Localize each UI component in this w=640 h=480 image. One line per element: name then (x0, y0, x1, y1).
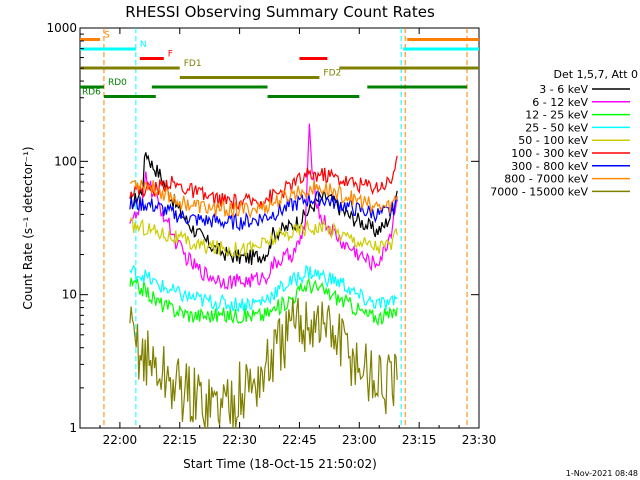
legend-label-7: 800 - 7000 keV (504, 173, 588, 186)
legend-label-8: 7000 - 15000 keV (490, 185, 588, 198)
series-line-6 (129, 189, 398, 232)
x-tick-label: 22:30 (222, 433, 257, 447)
chart-title: RHESSI Observing Summary Count Rates (125, 3, 435, 21)
flag-fd1-label: FD1 (184, 59, 202, 69)
x-tick-label: 22:15 (162, 433, 197, 447)
x-ticks: 22:00 22:15 22:30 22:45 23:00 23:15 23:30 (99, 28, 497, 447)
legend-label-3: 25 - 50 keV (525, 121, 588, 134)
legend-title: Det 1,5,7, Att 0 (554, 68, 638, 81)
series-line-4 (129, 218, 398, 258)
x-tick-label: 23:00 (342, 433, 377, 447)
flag-fd2-label: FD2 (323, 69, 341, 79)
x-tick-label: 23:15 (402, 433, 437, 447)
flag-rd0-label: RD0 (108, 78, 127, 88)
y-tick-label: 100 (54, 154, 77, 168)
flag-n-label: N (140, 40, 147, 50)
y-ticks: 1 10 100 1000 (46, 21, 479, 435)
series-line-3 (129, 264, 398, 314)
x-axis-label: Start Time (18-Oct-15 21:50:02) (183, 457, 377, 471)
series-line-7 (129, 179, 398, 219)
x-tick-label: 22:00 (103, 433, 138, 447)
legend-label-4: 50 - 100 keV (518, 134, 588, 147)
plot-timestamp: 1-Nov-2021 08:48 (566, 469, 638, 478)
y-axis-label: Count Rate (s⁻¹ detector⁻¹) (21, 146, 35, 309)
legend-label-0: 3 - 6 keV (539, 83, 588, 96)
series-line-8 (129, 297, 398, 429)
flag-lanes: S N F FD1 FD2 RD0 RD6 (80, 31, 479, 98)
x-tick-label: 22:45 (282, 433, 317, 447)
x-tick-label: 23:30 (462, 433, 497, 447)
series-line-1 (129, 123, 398, 291)
legend-label-2: 12 - 25 keV (525, 109, 588, 122)
y-tick-label: 1 (69, 421, 77, 435)
y-tick-label: 10 (62, 288, 77, 302)
flag-f-label: F (168, 50, 173, 60)
y-tick-label: 1000 (46, 21, 77, 35)
legend-label-1: 6 - 12 keV (532, 96, 588, 109)
flag-s-label: S (104, 31, 110, 41)
legend-label-5: 100 - 300 keV (511, 147, 588, 160)
series-line-2 (129, 277, 398, 327)
legend-label-6: 300 - 800 keV (511, 160, 588, 173)
flag-rd6-label: RD6 (82, 88, 101, 98)
series-lines (129, 123, 398, 429)
